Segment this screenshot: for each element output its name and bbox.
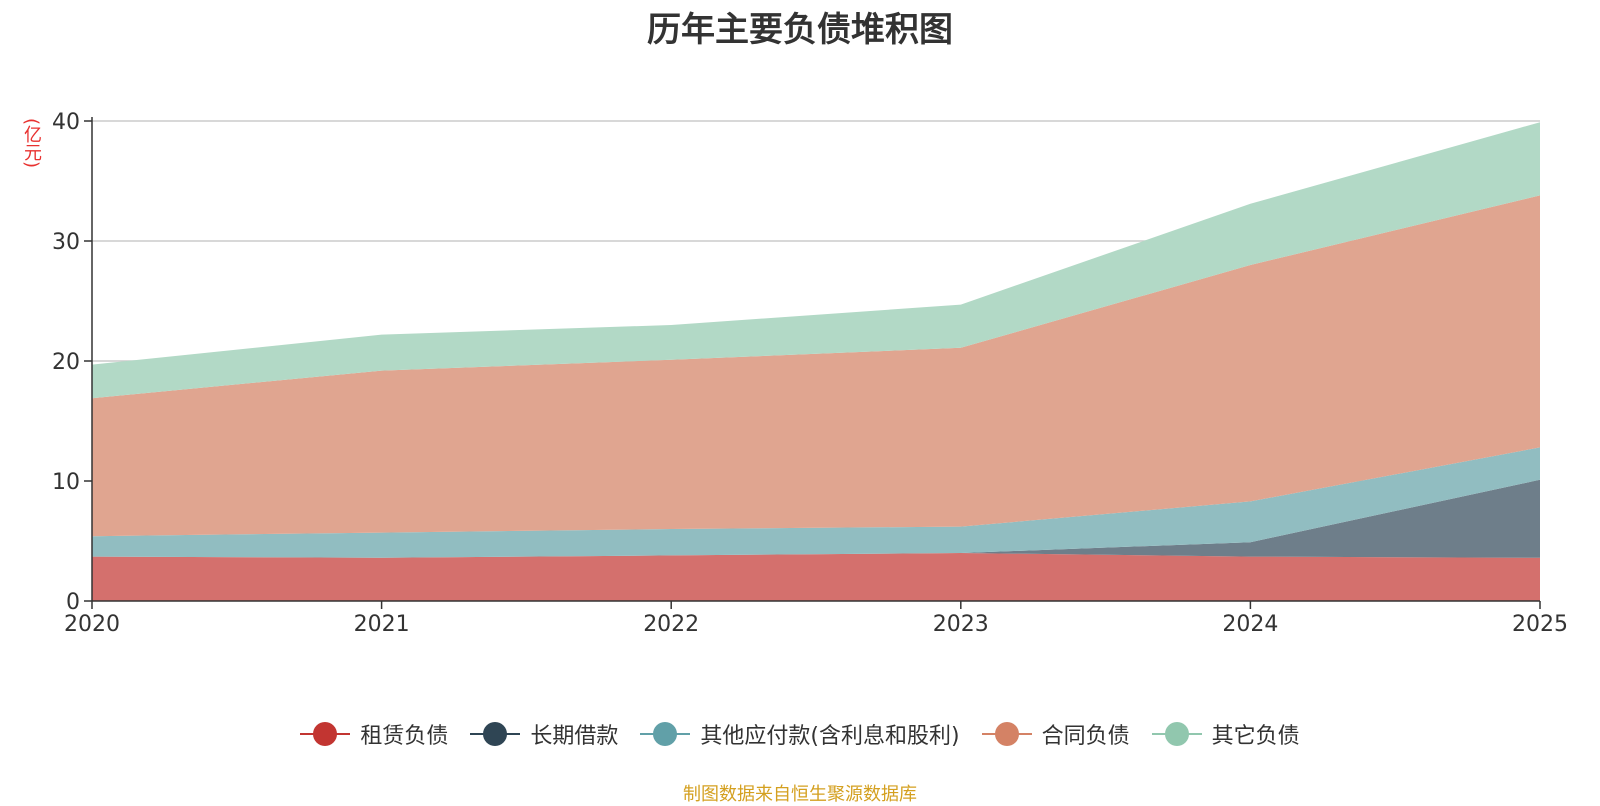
y-tick-label: 10 (52, 470, 80, 495)
x-tick-label: 2022 (643, 612, 699, 637)
legend: 租赁负债 长期借款 其他应付款(含利息和股利) 合同负债 其它负债 (0, 718, 1600, 750)
legend-marker-icon (1151, 722, 1202, 746)
y-tick-label: 30 (52, 230, 80, 255)
area-合同负债 (92, 195, 1540, 537)
chart-title: 历年主要负债堆积图 (647, 10, 953, 50)
x-tick-label: 2021 (354, 612, 410, 637)
area-其它负债 (92, 122, 1540, 399)
area-其他应付款(含利息和股利) (92, 447, 1540, 558)
legend-marker-icon (981, 722, 1032, 746)
x-tick-label: 2020 (64, 612, 120, 637)
legend-label: 租赁负债 (360, 724, 449, 749)
legend-marker-icon (470, 722, 521, 746)
source-note: 制图数据来自恒生聚源数据库 (683, 784, 917, 805)
legend-label: 长期借款 (530, 724, 619, 749)
legend-marker-icon (640, 722, 691, 746)
legend-item[interactable]: 租赁负债 (300, 718, 448, 750)
area-租赁负债 (92, 553, 1540, 601)
legend-label: 合同负债 (1041, 724, 1130, 749)
x-tick-label: 2025 (1512, 612, 1568, 637)
y-tick-label: 40 (52, 110, 80, 135)
axes: 0 10 20 30 40 2020 2021 2022 2023 2024 2025 (52, 110, 1568, 637)
legend-label: 其它负债 (1211, 724, 1300, 749)
stacked-area-chart: 0 10 20 30 40 2020 2021 2022 2023 2024 2025 (52, 110, 1568, 637)
y-axis-unit-label: (亿元) (21, 118, 42, 169)
x-tick-label: 2024 (1222, 612, 1278, 637)
legend-marker-icon (300, 722, 351, 746)
y-tick-label: 0 (66, 590, 80, 615)
legend-item[interactable]: 长期借款 (470, 718, 618, 750)
area-series (92, 122, 1540, 601)
legend-item[interactable]: 合同负债 (981, 718, 1130, 750)
area-长期借款 (92, 479, 1540, 558)
legend-label: 其他应付款(含利息和股利) (700, 724, 960, 749)
x-tick-label: 2023 (933, 612, 989, 637)
legend-item[interactable]: 其他应付款(含利息和股利) (640, 718, 960, 750)
y-tick-label: 20 (52, 350, 80, 375)
legend-item[interactable]: 其它负债 (1151, 718, 1300, 750)
